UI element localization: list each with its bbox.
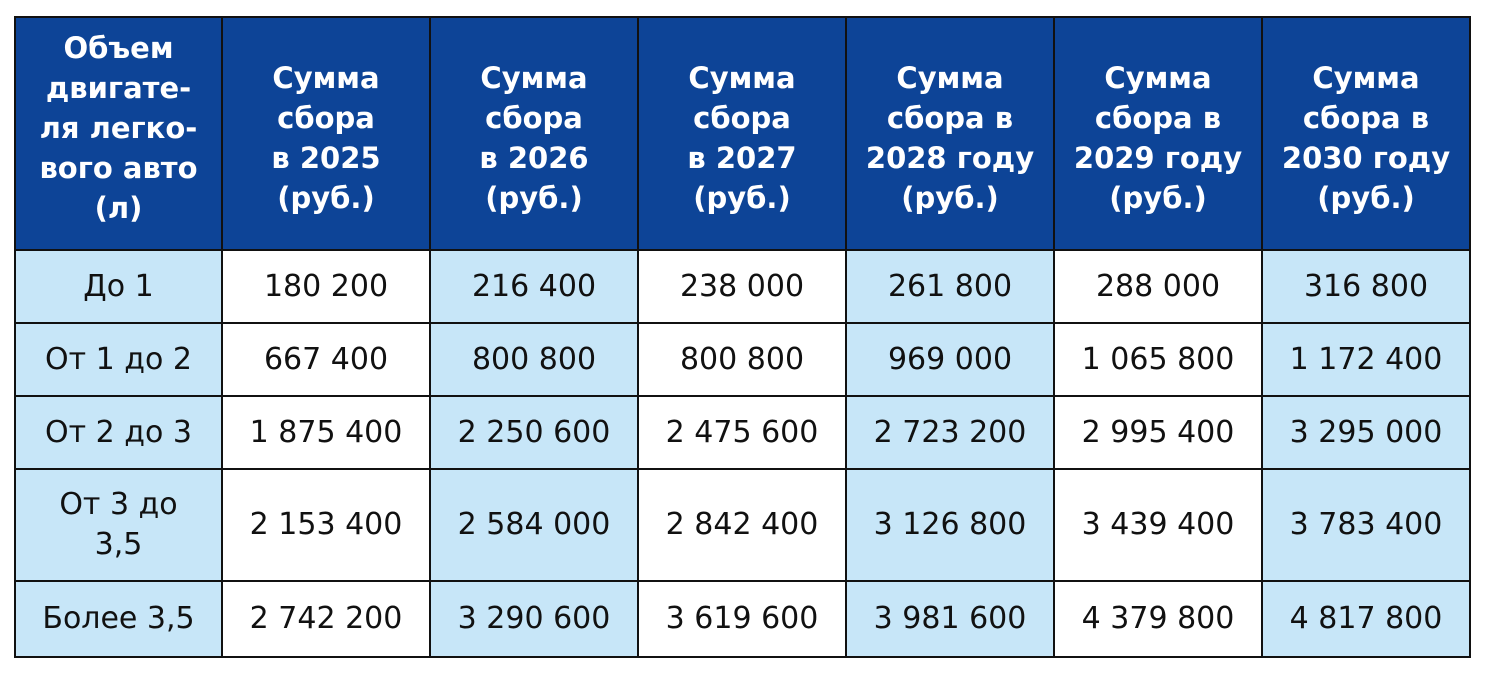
table-cell: 800 800 [637, 322, 847, 397]
table-cell: 2 475 600 [637, 395, 847, 470]
recycling-fee-table-container: Объем двигате- ля легко- вого авто (л) С… [14, 16, 1471, 658]
header-2030: Сумма сбора в 2030 году (руб.) [1261, 16, 1471, 251]
header-label: Сумма сбора в 2027 (руб.) [687, 60, 797, 215]
table-cell: 3 439 400 [1053, 468, 1263, 582]
cell-text: От 3 до 3,5 [59, 487, 178, 562]
table-cell: 216 400 [429, 249, 639, 324]
table-cell: 969 000 [845, 322, 1055, 397]
row-label-cell: От 2 до 3 [14, 395, 223, 470]
table-row: От 1 до 2 667 400 800 800 800 800 969 00… [14, 322, 1471, 397]
table-cell: 2 723 200 [845, 395, 1055, 470]
cell-text: Более 3,5 [42, 601, 195, 636]
table-cell: 2 250 600 [429, 395, 639, 470]
table-cell: 238 000 [637, 249, 847, 324]
row-label-cell: От 1 до 2 [14, 322, 223, 397]
table-row: До 1 180 200 216 400 238 000 261 800 288… [14, 249, 1471, 324]
table-cell: 3 981 600 [845, 580, 1055, 658]
table-cell: 3 783 400 [1261, 468, 1471, 582]
table-row: От 3 до 3,5 2 153 400 2 584 000 2 842 40… [14, 468, 1471, 582]
header-label: Сумма сбора в 2030 году (руб.) [1281, 60, 1451, 215]
table-cell: 261 800 [845, 249, 1055, 324]
header-label: Сумма сбора в 2028 году (руб.) [865, 60, 1035, 215]
row-label-cell: Более 3,5 [14, 580, 223, 658]
cell-text: От 2 до 3 [45, 414, 192, 450]
table-cell: 3 290 600 [429, 580, 639, 658]
table-cell: 2 153 400 [221, 468, 431, 582]
header-2027: Сумма сбора в 2027 (руб.) [637, 16, 847, 251]
row-label-cell: До 1 [14, 249, 223, 324]
header-2028: Сумма сбора в 2028 году (руб.) [845, 16, 1055, 251]
header-engine-volume: Объем двигате- ля легко- вого авто (л) [14, 16, 223, 251]
table-cell: 1 875 400 [221, 395, 431, 470]
header-2025: Сумма сбора в 2025 (руб.) [221, 16, 431, 251]
table-cell: 288 000 [1053, 249, 1263, 324]
row-label-cell: От 3 до 3,5 [14, 468, 223, 582]
header-label: Сумма сбора в 2029 году (руб.) [1073, 60, 1243, 215]
table-cell: 3 295 000 [1261, 395, 1471, 470]
table-header: Объем двигате- ля легко- вого авто (л) С… [14, 16, 1471, 251]
table-cell: 2 742 200 [221, 580, 431, 658]
header-2026: Сумма сбора в 2026 (руб.) [429, 16, 639, 251]
table-cell: 4 379 800 [1053, 580, 1263, 658]
table-cell: 1 172 400 [1261, 322, 1471, 397]
table-cell: 4 817 800 [1261, 580, 1471, 658]
table-cell: 2 842 400 [637, 468, 847, 582]
header-row: Объем двигате- ля легко- вого авто (л) С… [14, 16, 1471, 251]
header-label: Объем двигате- ля легко- вого авто (л) [39, 30, 198, 225]
table-cell: 3 126 800 [845, 468, 1055, 582]
recycling-fee-table: Объем двигате- ля легко- вого авто (л) С… [14, 16, 1471, 658]
table-cell: 316 800 [1261, 249, 1471, 324]
table-body: До 1 180 200 216 400 238 000 261 800 288… [14, 249, 1471, 658]
table-cell: 667 400 [221, 322, 431, 397]
table-row: От 2 до 3 1 875 400 2 250 600 2 475 600 … [14, 395, 1471, 470]
table-cell: 800 800 [429, 322, 639, 397]
table-cell: 2 584 000 [429, 468, 639, 582]
header-2029: Сумма сбора в 2029 году (руб.) [1053, 16, 1263, 251]
table-cell: 2 995 400 [1053, 395, 1263, 470]
table-cell: 1 065 800 [1053, 322, 1263, 397]
cell-text: До 1 [83, 268, 154, 304]
cell-text: От 1 до 2 [45, 341, 192, 377]
table-cell: 3 619 600 [637, 580, 847, 658]
table-row: Более 3,5 2 742 200 3 290 600 3 619 600 … [14, 580, 1471, 658]
header-label: Сумма сбора в 2026 (руб.) [479, 60, 589, 215]
table-cell: 180 200 [221, 249, 431, 324]
header-label: Сумма сбора в 2025 (руб.) [271, 60, 381, 215]
